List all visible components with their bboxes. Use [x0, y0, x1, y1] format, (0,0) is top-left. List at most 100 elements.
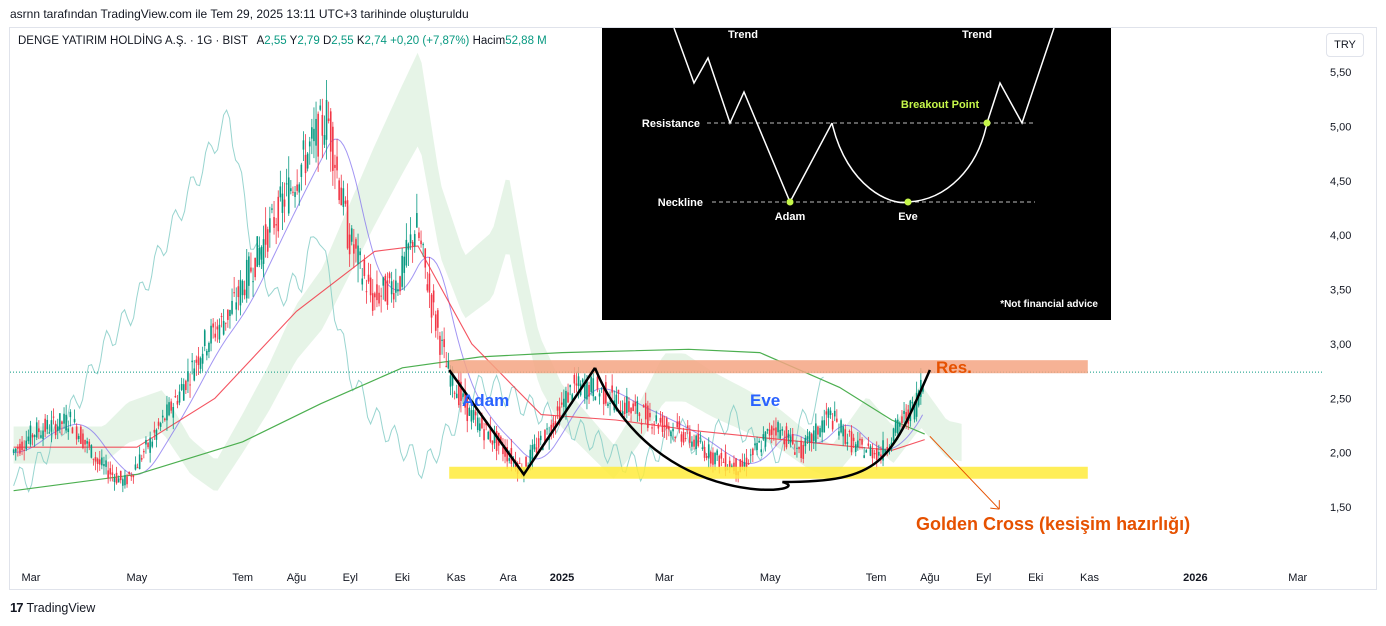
candle-body: [63, 413, 65, 424]
currency-button[interactable]: TRY: [1326, 33, 1364, 57]
candle-body: [827, 408, 830, 418]
candle-body: [187, 371, 189, 382]
candle-body: [791, 434, 794, 445]
candle-body: [90, 445, 93, 458]
candle-body: [794, 452, 796, 455]
candle-body: [577, 376, 580, 387]
candle-body: [233, 292, 235, 294]
sma-green-line: [13, 348, 925, 492]
candle-body: [378, 292, 380, 304]
candle-body: [390, 281, 393, 295]
candle-body: [101, 457, 103, 466]
candle-body: [586, 378, 588, 400]
candle-body: [216, 326, 219, 330]
candle-body: [56, 426, 59, 431]
candle-body: [474, 411, 477, 416]
candle-body: [854, 444, 857, 452]
candle-body: [237, 286, 240, 298]
brand-name[interactable]: TradingView: [26, 600, 96, 615]
candle-body: [359, 251, 361, 256]
candle-body: [273, 217, 275, 228]
candle-body: [17, 447, 19, 449]
high-value: 2,79: [297, 35, 320, 47]
candle-body: [449, 375, 452, 387]
candle-body: [96, 458, 99, 464]
candle-body: [634, 401, 637, 407]
candle-body: [661, 415, 664, 432]
candle-body: [44, 418, 46, 432]
candle-body: [418, 232, 420, 239]
candle-body: [466, 397, 469, 422]
candle-body: [720, 453, 723, 459]
candle-body: [218, 324, 221, 340]
candle-body: [628, 401, 630, 413]
inset-trend-right-label: Trend: [962, 29, 992, 41]
pattern-inset: Trend Trend Breakout Point Resistance Neckli…: [602, 28, 1111, 320]
candle-body: [254, 257, 256, 278]
candle-body: [861, 439, 863, 445]
candle-body: [884, 449, 886, 455]
candle-body: [487, 431, 490, 440]
candle-body: [863, 455, 865, 458]
candle-body: [546, 428, 548, 430]
candle-body: [535, 447, 538, 453]
candle-body: [502, 446, 504, 455]
candle-body: [821, 420, 823, 433]
candle-body: [298, 184, 301, 193]
candle-body: [344, 200, 347, 204]
candle-body: [869, 446, 872, 456]
candle-body: [264, 224, 267, 245]
inset-breakout-dot: [983, 119, 991, 127]
candle-body: [296, 184, 298, 191]
candle-body: [817, 426, 819, 435]
candle-body: [178, 391, 181, 403]
candle-body: [491, 440, 494, 445]
candle-body: [182, 384, 185, 401]
candle-body: [798, 446, 800, 450]
candle-body: [623, 402, 626, 415]
tradingview-logo-icon[interactable]: 17: [10, 600, 24, 615]
candle-body: [714, 453, 716, 465]
candle-body: [294, 192, 296, 198]
candle-body: [287, 177, 290, 214]
candle-body: [432, 290, 435, 303]
candle-body: [682, 431, 685, 443]
candle-body: [590, 376, 592, 392]
candle-body: [430, 294, 433, 318]
candle-body: [815, 423, 817, 443]
candle-body: [754, 443, 756, 446]
high-label: Y: [289, 35, 298, 47]
inset-breakout-label: Breakout Point: [901, 99, 980, 111]
candle-body: [153, 429, 156, 433]
x-tick-label: May: [760, 572, 781, 584]
candle-body: [327, 118, 330, 122]
candle-body: [867, 443, 870, 446]
x-tick-label: Ağu: [920, 572, 940, 584]
candle-body: [159, 423, 162, 427]
candle-body: [846, 442, 849, 444]
x-tick-label: 2025: [550, 572, 574, 584]
candle-body: [382, 277, 385, 286]
candle-body: [739, 459, 742, 473]
candle-body: [395, 280, 397, 293]
candle-body: [913, 404, 916, 420]
candle-body: [588, 385, 590, 397]
candle-body: [674, 437, 676, 439]
candle-body: [214, 333, 217, 338]
candle-body: [707, 444, 710, 459]
candle-body: [592, 378, 595, 397]
candle-body: [584, 384, 586, 399]
candle-body: [525, 456, 527, 467]
candle-body: [686, 425, 689, 428]
candle-body: [392, 292, 395, 300]
candle-body: [531, 444, 534, 463]
inset-disclaimer-label: *Not financial advice: [1000, 299, 1098, 310]
candle-body: [193, 368, 196, 381]
golden-cross-label: Golden Cross (kesişim hazırlığı): [916, 514, 1190, 534]
candle-body: [752, 448, 754, 456]
inset-adam-label: Adam: [775, 211, 806, 223]
candle-body: [424, 248, 427, 268]
candle-body: [647, 405, 649, 428]
candle-body: [140, 458, 143, 460]
